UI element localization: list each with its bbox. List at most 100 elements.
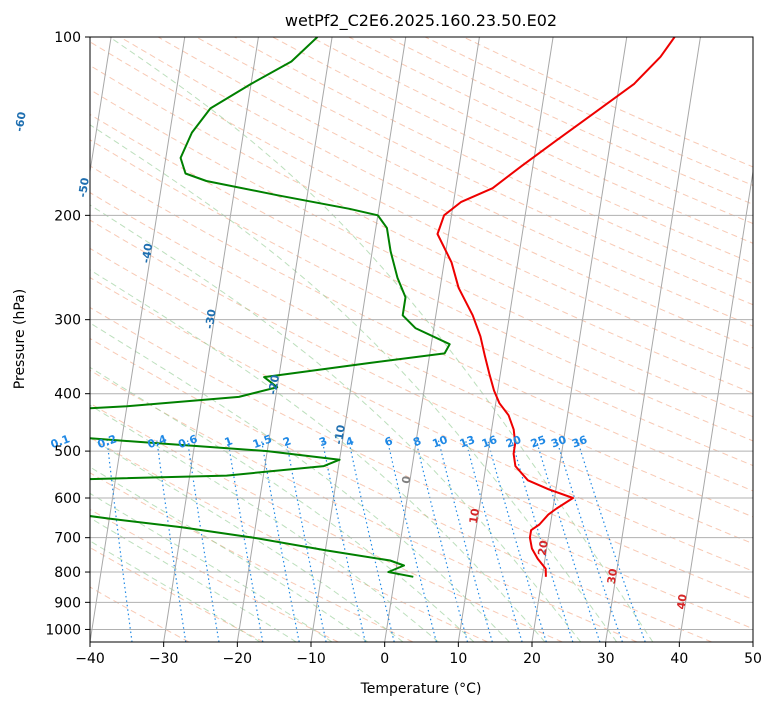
x-tick-label: 30 — [597, 651, 615, 667]
mixing-ratio-label: 1.5 — [251, 432, 274, 451]
dry-adiabat — [272, 37, 753, 264]
isotherm — [163, 37, 259, 642]
dry-adiabat — [90, 165, 753, 492]
mixing-ratio-line — [348, 440, 395, 642]
mixing-ratio-label: 16 — [480, 433, 499, 451]
mixing-ratio-label: 13 — [458, 433, 477, 450]
x-tick-label: −30 — [149, 651, 179, 667]
mixing-ratio-label: 4 — [344, 434, 356, 449]
dry-adiabat — [90, 64, 753, 394]
x-tick-label: 20 — [523, 651, 541, 667]
isotherm-label: -50 — [76, 176, 92, 198]
isotherm-label: -10 — [332, 423, 348, 445]
y-tick-label: 300 — [54, 313, 81, 329]
dry-adiabat — [90, 247, 753, 572]
plot-frame — [89, 36, 754, 643]
pressure-grid — [90, 37, 753, 630]
dry-adiabat — [90, 472, 414, 642]
dry-adiabat — [348, 37, 753, 225]
y-axis-label: Pressure (hPa) — [12, 289, 28, 389]
mixing-ratio-label: 0.2 — [96, 432, 119, 451]
x-tick-label: −10 — [296, 651, 326, 667]
dry-adiabat — [90, 89, 753, 418]
mixing-ratio-line — [187, 440, 220, 642]
isotherm — [531, 37, 628, 642]
x-tick-label: 40 — [670, 651, 688, 667]
mixing-ratio-label: 8 — [411, 434, 423, 449]
dry-adiabat — [90, 113, 753, 442]
x-tick-label: −20 — [223, 651, 253, 667]
x-tick-label: 0 — [380, 651, 389, 667]
isotherm — [310, 37, 407, 642]
isotherm — [384, 37, 480, 642]
mixing-ratio-label: 0.6 — [177, 432, 200, 451]
dry-adiabat — [90, 192, 753, 518]
isotherm-label: -20 — [266, 374, 282, 396]
moist-adiabat — [90, 124, 618, 642]
mixing-ratio-label: 30 — [549, 433, 568, 451]
mixing-ratio-line — [156, 440, 187, 642]
x-tick-label: −40 — [75, 651, 105, 667]
dry-adiabat — [90, 586, 190, 642]
y-tick-label: 500 — [54, 444, 81, 460]
dry-adiabat — [90, 306, 753, 630]
isotherm — [90, 37, 186, 642]
isotherm — [90, 37, 112, 175]
isotherm-label: 30 — [605, 567, 620, 584]
moist-adiabat — [109, 37, 654, 642]
dry-adiabat — [463, 37, 753, 168]
moist-adiabat — [90, 404, 439, 642]
sounding-profiles — [90, 37, 676, 578]
moist-adiabat — [90, 366, 475, 642]
mixing-ratio-line — [437, 440, 493, 642]
chart-title: wetPf2_C2E6.2025.160.23.50.E02 — [285, 11, 557, 31]
dry-adiabat — [90, 546, 264, 642]
mixing-ratio-label: 10 — [431, 433, 450, 451]
isotherm — [236, 37, 333, 642]
mixing-ratio-line — [321, 440, 366, 642]
isotherm-label: 20 — [536, 539, 551, 556]
y-tick-label: 900 — [54, 595, 81, 611]
isotherm-label: -60 — [13, 111, 29, 133]
x-tick-label: 10 — [449, 651, 467, 667]
mixing-ratio-line — [261, 440, 300, 642]
isotherm — [457, 37, 554, 642]
moist-adiabat — [90, 492, 333, 642]
isotherm — [605, 37, 701, 642]
dewpoint-profile — [90, 37, 451, 578]
dry-adiabat — [234, 37, 753, 285]
y-tick-label: 100 — [54, 30, 81, 46]
moist-adiabat — [90, 269, 546, 642]
dry-adiabat — [90, 276, 753, 601]
mixing-ratio-line — [535, 440, 601, 642]
dry-adiabat — [90, 508, 339, 642]
isotherm-label: 10 — [467, 507, 482, 524]
dry-adiabat — [196, 37, 753, 306]
mixing-ratio-line — [511, 440, 574, 642]
mixing-ratio-label: 25 — [529, 433, 548, 450]
y-tick-label: 600 — [54, 491, 81, 507]
moist-adiabat — [90, 517, 297, 642]
mixing-ratio-labels: 0.1 0.2 0.4 0.6 1 1.5 2 3 4 6 8 10 13 16 20 25 30 36 — [49, 432, 590, 451]
dry-adiabat — [90, 337, 712, 642]
dry-adiabat — [90, 402, 563, 642]
mixing-ratio-line — [285, 440, 327, 642]
x-tick-label: 50 — [744, 651, 762, 667]
isotherm-label: 40 — [674, 593, 689, 610]
moist-adiabat — [90, 466, 368, 642]
y-tick-label: 800 — [54, 565, 81, 581]
mixing-ratio-label: 36 — [570, 433, 589, 451]
dry-adiabat — [119, 37, 753, 349]
mixing-ratio-label: 20 — [504, 433, 523, 451]
y-tick-label: 400 — [54, 387, 81, 403]
isotherm-label: -40 — [139, 242, 155, 264]
mixing-ratio-line — [106, 440, 133, 642]
isotherm-label: 0 — [400, 475, 414, 485]
background-lines — [90, 37, 753, 642]
moist-adiabat — [90, 437, 404, 642]
mixing-ratio-label: 6 — [383, 434, 395, 449]
dry-adiabat — [424, 37, 753, 186]
mixing-ratio-label: 1 — [223, 434, 235, 449]
